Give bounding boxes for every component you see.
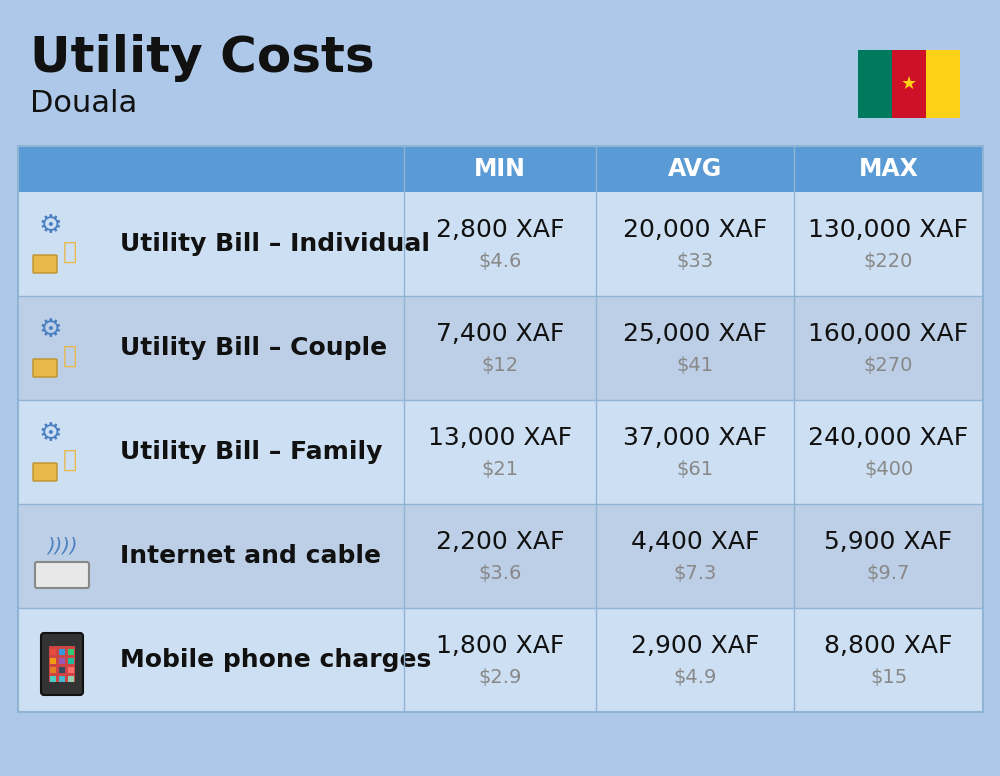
Text: ⚙: ⚙ <box>38 421 62 447</box>
Text: $15: $15 <box>870 668 907 688</box>
Text: $12: $12 <box>481 356 519 376</box>
FancyBboxPatch shape <box>33 463 57 481</box>
Bar <box>59 667 65 673</box>
FancyBboxPatch shape <box>41 633 83 695</box>
Text: 5,900 XAF: 5,900 XAF <box>824 530 953 554</box>
Text: $61: $61 <box>676 460 714 480</box>
Bar <box>68 658 74 664</box>
Text: MAX: MAX <box>859 157 918 181</box>
Text: 7,400 XAF: 7,400 XAF <box>436 322 564 346</box>
Text: 160,000 XAF: 160,000 XAF <box>808 322 969 346</box>
Text: 2,800 XAF: 2,800 XAF <box>436 218 564 242</box>
FancyBboxPatch shape <box>49 646 75 682</box>
Bar <box>50 649 56 655</box>
Bar <box>50 658 56 664</box>
FancyBboxPatch shape <box>33 359 57 377</box>
Text: $2.9: $2.9 <box>478 668 522 688</box>
Text: Douala: Douala <box>30 89 137 119</box>
Text: ⚙: ⚙ <box>38 213 62 239</box>
Bar <box>68 649 74 655</box>
Bar <box>18 192 983 296</box>
Bar <box>59 658 65 664</box>
Bar <box>68 676 74 682</box>
Text: Mobile phone charges: Mobile phone charges <box>120 648 431 672</box>
Bar <box>18 146 983 192</box>
Text: Internet and cable: Internet and cable <box>120 544 381 568</box>
Bar <box>892 50 926 118</box>
Text: )))): )))) <box>47 536 77 556</box>
Text: Utility Bill – Family: Utility Bill – Family <box>120 440 382 464</box>
FancyBboxPatch shape <box>35 562 89 588</box>
Text: 4,400 XAF: 4,400 XAF <box>631 530 759 554</box>
Bar <box>50 667 56 673</box>
Text: 1,800 XAF: 1,800 XAF <box>436 634 564 658</box>
Bar <box>858 50 892 118</box>
Text: $4.6: $4.6 <box>478 252 522 272</box>
Text: $9.7: $9.7 <box>867 564 910 584</box>
Bar <box>18 296 983 400</box>
Text: 👥: 👥 <box>63 240 77 264</box>
Text: $4.9: $4.9 <box>673 668 717 688</box>
Bar <box>59 676 65 682</box>
Bar <box>18 400 983 504</box>
Text: Utility Costs: Utility Costs <box>30 34 375 82</box>
Text: $220: $220 <box>864 252 913 272</box>
Text: $7.3: $7.3 <box>673 564 717 584</box>
Text: Utility Bill – Couple: Utility Bill – Couple <box>120 336 387 360</box>
Bar <box>926 50 960 118</box>
FancyBboxPatch shape <box>33 255 57 273</box>
Text: ⚙: ⚙ <box>38 317 62 343</box>
Bar <box>59 649 65 655</box>
Text: 👥: 👥 <box>63 448 77 472</box>
Text: Utility Bill – Individual: Utility Bill – Individual <box>120 232 430 256</box>
Text: 2,200 XAF: 2,200 XAF <box>436 530 564 554</box>
Text: AVG: AVG <box>668 157 722 181</box>
Text: 20,000 XAF: 20,000 XAF <box>623 218 767 242</box>
Text: 2,900 XAF: 2,900 XAF <box>631 634 759 658</box>
Text: $400: $400 <box>864 460 913 480</box>
Bar <box>18 608 983 712</box>
Bar <box>18 146 983 712</box>
Text: $270: $270 <box>864 356 913 376</box>
Text: $41: $41 <box>676 356 714 376</box>
Text: 25,000 XAF: 25,000 XAF <box>623 322 767 346</box>
Text: ★: ★ <box>901 75 917 93</box>
Text: 8,800 XAF: 8,800 XAF <box>824 634 953 658</box>
Bar <box>50 676 56 682</box>
Text: 37,000 XAF: 37,000 XAF <box>623 426 767 450</box>
Bar <box>68 667 74 673</box>
Text: $33: $33 <box>676 252 714 272</box>
Text: 👥: 👥 <box>63 344 77 368</box>
Text: 130,000 XAF: 130,000 XAF <box>808 218 968 242</box>
Text: MIN: MIN <box>474 157 526 181</box>
Bar <box>18 504 983 608</box>
Text: 13,000 XAF: 13,000 XAF <box>428 426 572 450</box>
Text: $3.6: $3.6 <box>478 564 522 584</box>
Text: 240,000 XAF: 240,000 XAF <box>808 426 969 450</box>
Text: $21: $21 <box>481 460 519 480</box>
